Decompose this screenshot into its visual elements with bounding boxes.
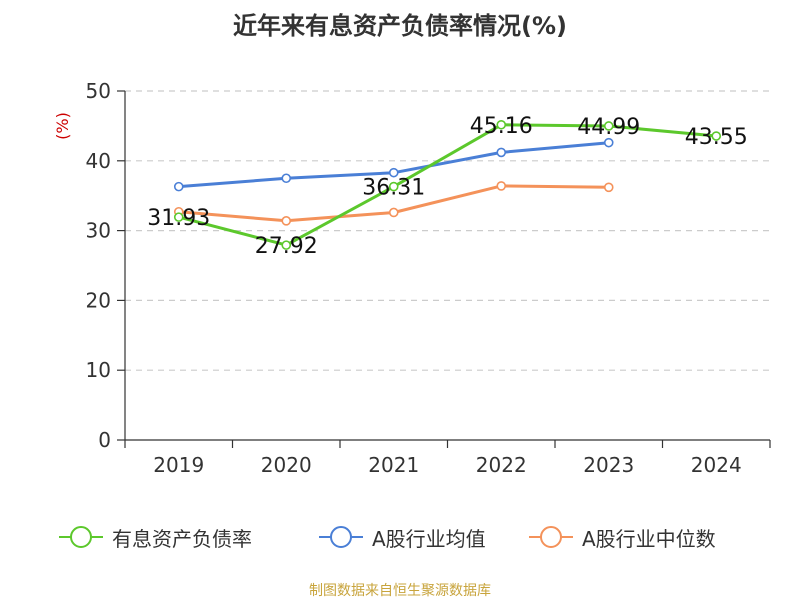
legend-label: 有息资产负债率: [112, 526, 252, 551]
grid-lines: [125, 90, 770, 371]
data-label: 44.99: [577, 115, 640, 140]
data-point: [281, 173, 292, 184]
legend-symbol-icon: [319, 526, 363, 548]
data-point: [711, 131, 722, 141]
y-tick-label: 0: [98, 428, 111, 452]
legend-item[interactable]: A股行业中位数: [528, 522, 716, 552]
data-point: [496, 147, 507, 158]
x-tick-label: 2019: [153, 453, 204, 477]
series-lines: [173, 119, 722, 250]
data-label: 36.31: [362, 176, 425, 201]
data-point: [173, 212, 184, 222]
legend-item[interactable]: 有息资产负债率: [58, 522, 252, 552]
axes: 0 10 20 30 40 50 2019 2020 2021 2022 2023 2024 (%): [53, 79, 771, 477]
legend-label: A股行业均值: [372, 526, 486, 551]
data-label: 31.93: [147, 206, 210, 231]
chart-title: 近年来有息资产负债率情况(%): [233, 12, 567, 40]
y-tick-label: 30: [86, 219, 111, 243]
legend-symbol-icon: [529, 526, 573, 548]
x-tick-label: 2023: [583, 453, 634, 477]
data-point: [496, 181, 507, 191]
source-note: 制图数据来自恒生聚源数据库: [309, 583, 491, 599]
data-point: [603, 137, 614, 148]
data-point: [173, 181, 184, 192]
data-point: [496, 119, 507, 130]
data-point: [603, 121, 614, 131]
data-label: 43.55: [685, 125, 748, 150]
y-tick-label: 40: [86, 149, 111, 173]
y-axis-label: (%): [53, 112, 72, 140]
x-tick-label: 2021: [368, 453, 419, 477]
data-point: [281, 240, 292, 250]
y-tick-label: 20: [86, 288, 111, 312]
y-tick-label: 50: [86, 79, 111, 103]
legend-label: A股行业中位数: [582, 526, 716, 551]
data-point: [388, 181, 399, 192]
data-label: 45.16: [470, 114, 533, 139]
data-point: [603, 182, 614, 193]
data-labels: 31.93 27.92 36.31 45.16 44.99 43.55: [147, 114, 747, 259]
data-label: 27.92: [255, 234, 318, 259]
legend-symbol-icon: [59, 526, 103, 548]
legend-item[interactable]: A股行业均值: [318, 522, 486, 552]
series-line-0: [177, 123, 718, 247]
data-point: [388, 167, 399, 178]
data-point: [388, 207, 399, 218]
x-tick-label: 2020: [261, 453, 312, 477]
x-tick-label: 2022: [476, 453, 527, 477]
legend: 有息资产负债率 A股行业均值 A股行业中位数: [0, 522, 800, 552]
x-tick-label: 2024: [691, 453, 742, 477]
y-tick-label: 10: [86, 358, 111, 382]
data-point: [281, 216, 292, 226]
